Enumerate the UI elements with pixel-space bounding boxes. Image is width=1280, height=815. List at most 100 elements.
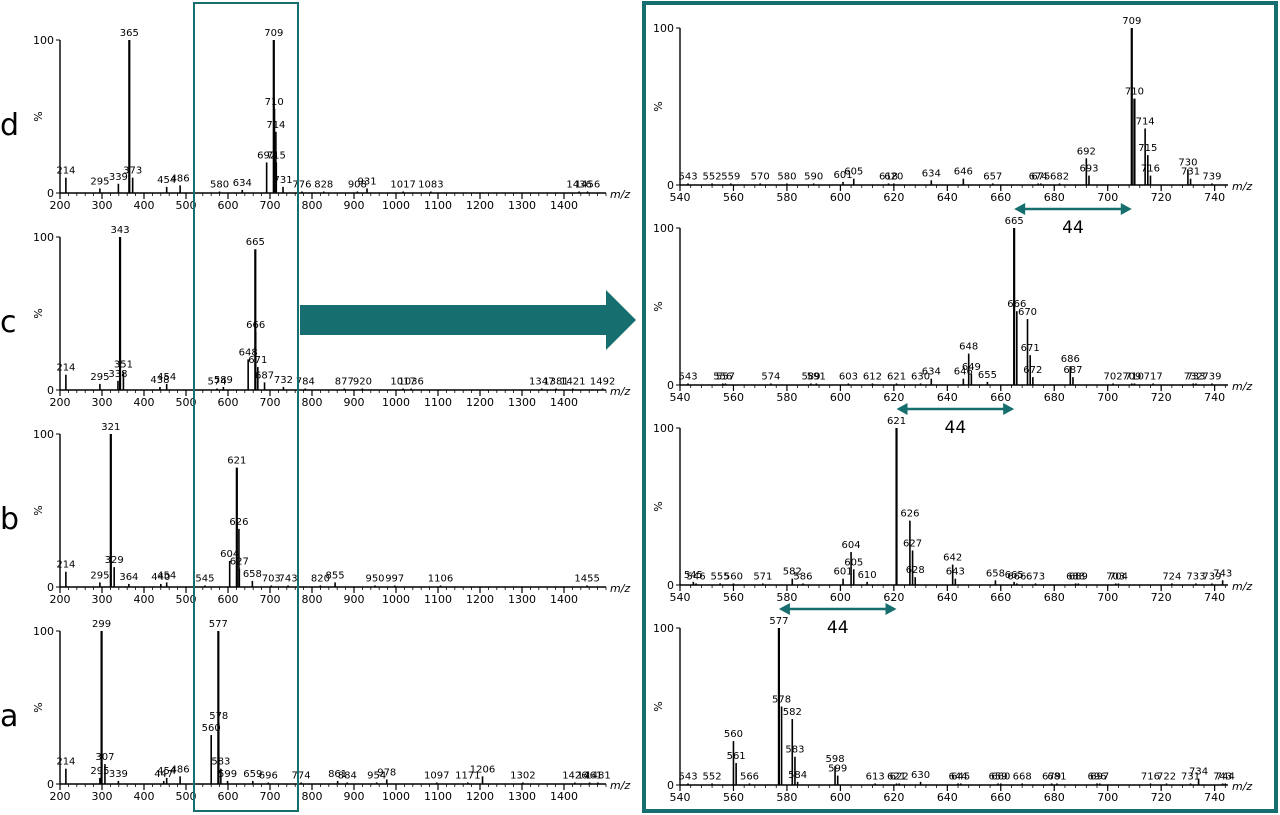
x-axis-unit-label: m/z (610, 385, 630, 398)
peak-label: 604 (220, 549, 239, 560)
peak-label: 586 (793, 571, 812, 582)
x-tick-label: 600 (830, 191, 851, 204)
peak-label: 552 (703, 171, 722, 182)
x-tick-label: 560 (723, 791, 744, 804)
peak-label: 577 (209, 619, 228, 630)
y-max-label: 100 (33, 231, 54, 244)
peak-label: 655 (978, 370, 997, 381)
peak-label: 710 (1125, 371, 1144, 382)
peak-label: 1017 (390, 376, 415, 387)
peak-label: 1426 (562, 770, 587, 781)
peak-label: 648 (959, 342, 978, 353)
x-tick-label: 900 (344, 790, 365, 803)
peak-label: 884 (338, 770, 357, 781)
x-tick-label: 1400 (550, 396, 578, 409)
y-max-label: 100 (33, 428, 54, 441)
peak-label: 559 (721, 171, 740, 182)
peak-label: 584 (788, 770, 807, 781)
peak-label: 950 (365, 573, 384, 584)
peak-label: 715 (1138, 143, 1157, 154)
peak-label: 666 (1007, 571, 1026, 582)
row-label-c: c (0, 305, 17, 340)
peak-label: 364 (119, 572, 138, 583)
peak-label: 671 (248, 355, 267, 366)
peak-label: 702 (1104, 371, 1123, 382)
x-tick-label: 740 (1204, 391, 1225, 404)
difference-arrow: 44 (1014, 203, 1132, 238)
peak-label: 1456 (575, 179, 600, 190)
peak-label: 365 (120, 28, 139, 39)
peak-label: 582 (783, 707, 802, 718)
peak-label: 710 (1125, 87, 1144, 98)
peak-label: 486 (171, 173, 190, 184)
peak-label: 583 (785, 745, 804, 756)
peak-label: 731 (1181, 771, 1200, 782)
peak-label: 598 (825, 754, 844, 765)
y-max-label: 100 (653, 222, 674, 235)
spectrum-zoom-a: 100 0% 540 560 580 600 620 640 660 680 700 720 740 m/… (652, 616, 1252, 804)
x-tick-label: 900 (344, 593, 365, 606)
peak-label: 1017 (390, 179, 415, 190)
peak-label: 560 (724, 571, 743, 582)
peak-label: 329 (105, 555, 124, 566)
peak-label: 1436 (566, 179, 591, 190)
x-tick-label: 700 (1097, 591, 1118, 604)
peak-label: 660 (991, 771, 1010, 782)
x-tick-label: 400 (134, 396, 155, 409)
peak-label: 1381 (543, 376, 568, 387)
peak-label: 1421 (560, 376, 585, 387)
x-tick-label: 1400 (550, 199, 578, 212)
peak-label: 670 (1018, 307, 1037, 318)
peak-label: 739 (1202, 571, 1221, 582)
y-max-label: 100 (33, 34, 54, 47)
peak-label: 743 (279, 573, 298, 584)
peak-label: 438 (150, 375, 169, 386)
peak-label: 648 (239, 347, 258, 358)
peak-label: 580 (777, 171, 796, 182)
x-tick-label: 680 (1044, 791, 1065, 804)
x-tick-label: 800 (302, 199, 323, 212)
peak-label: 681 (1047, 771, 1066, 782)
x-tick-label: 600 (830, 791, 851, 804)
difference-label: 44 (827, 618, 849, 638)
x-tick-label: 700 (1097, 791, 1118, 804)
peak-label: 621 (887, 371, 906, 382)
x-tick-label: 600 (218, 593, 239, 606)
peak-label: 686 (1061, 354, 1080, 365)
x-tick-label: 1100 (424, 593, 452, 606)
peak-label: 731 (1181, 167, 1200, 178)
x-tick-label: 1200 (466, 199, 494, 212)
peak-label: 666 (246, 320, 265, 331)
peak-label: 543 (678, 171, 697, 182)
peak-label: 649 (962, 362, 981, 373)
peak-label: 743 (1213, 568, 1232, 579)
y-max-label: 100 (653, 422, 674, 435)
peak-label: 828 (314, 179, 333, 190)
peak-label: 642 (943, 553, 962, 564)
peak-label: 820 (311, 573, 330, 584)
peak-label: 454 (157, 570, 176, 581)
peak-label: 351 (114, 360, 133, 371)
peak-label: 1083 (418, 179, 443, 190)
x-axis-unit-label: m/z (610, 779, 630, 792)
peak-label: 717 (1144, 371, 1163, 382)
peak-label: 978 (377, 767, 396, 778)
x-tick-label: 800 (302, 593, 323, 606)
peak-label: 687 (255, 370, 274, 381)
x-tick-label: 600 (218, 199, 239, 212)
x-tick-label: 720 (1151, 191, 1172, 204)
peak-label: 722 (1157, 771, 1176, 782)
peak-label: 299 (92, 619, 111, 630)
difference-arrow-head-right (1120, 203, 1132, 215)
peak-label: 861 (328, 769, 347, 780)
peak-label: 566 (740, 771, 759, 782)
x-tick-label: 300 (92, 199, 113, 212)
x-tick-label: 900 (344, 199, 365, 212)
spectrum-zoom-d: 100 0% 540 560 580 600 620 640 660 680 700 720 740 m/… (652, 16, 1252, 204)
peak-label: 628 (906, 565, 925, 576)
peak-label: 552 (703, 771, 722, 782)
peak-label: 682 (1050, 171, 1069, 182)
x-axis-unit-label: m/z (610, 582, 630, 595)
x-tick-label: 660 (990, 391, 1011, 404)
peak-label: 714 (1136, 116, 1155, 127)
